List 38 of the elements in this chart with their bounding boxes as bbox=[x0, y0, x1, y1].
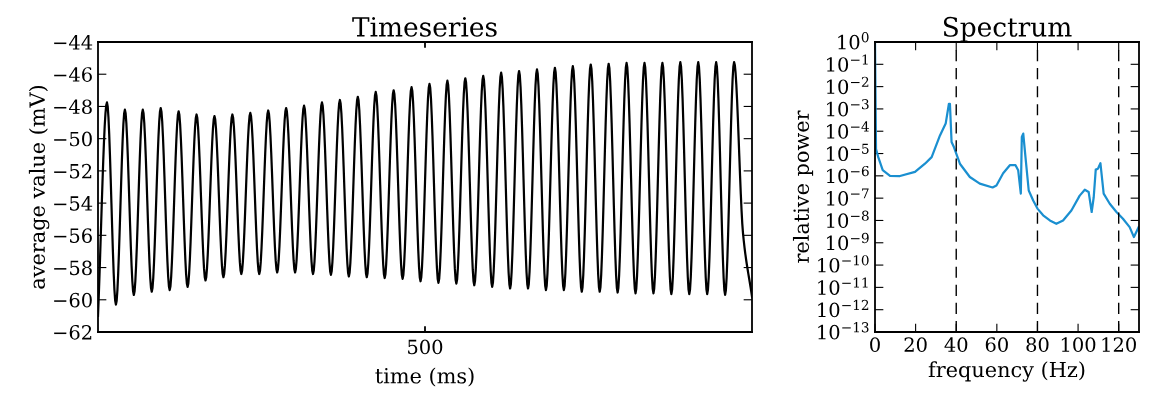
y-tick-label: 10$^{−3}$ bbox=[827, 99, 869, 117]
text: 500 bbox=[408, 339, 443, 355]
y-tick-label: 10$^{0}$ bbox=[838, 32, 869, 50]
y-axis-title: average value (mV) bbox=[28, 85, 50, 289]
chart-title: Timeseries bbox=[352, 17, 497, 37]
x-tick-label: 20 bbox=[904, 337, 927, 352]
y-tick-label: −58 bbox=[54, 260, 92, 276]
y-tick-label: 10$^{−2}$ bbox=[827, 76, 869, 95]
y-tick-label: 10$^{−10}$ bbox=[818, 255, 869, 273]
y-tick-label: −48 bbox=[54, 99, 92, 115]
y-tick-label: 10$^{−1}$ bbox=[827, 54, 868, 72]
x-tick-label: 120 bbox=[1102, 337, 1136, 352]
y-tick-label: −50 bbox=[54, 131, 92, 147]
y-tick-label: 10$^{−11}$ bbox=[818, 277, 868, 295]
y-tick-label: −60 bbox=[54, 292, 92, 308]
y-tick-label: 10$^{−6}$ bbox=[827, 165, 869, 184]
x-tick-label: 60 bbox=[985, 337, 1008, 352]
y-tick-label: −56 bbox=[54, 228, 92, 243]
y-tick-label: 10$^{−12}$ bbox=[818, 299, 869, 318]
y-tick-label: −52 bbox=[54, 163, 92, 179]
y-tick-label: 10$^{−9}$ bbox=[827, 232, 869, 251]
y-tick-label: 10$^{−8}$ bbox=[827, 210, 869, 228]
x-axis-title: time (ms) bbox=[375, 367, 474, 387]
x-tick-label: 100 bbox=[1061, 337, 1096, 352]
x-tick-label: 80 bbox=[1026, 337, 1049, 352]
x-tick-label: 0 bbox=[870, 337, 880, 352]
y-tick-label: −46 bbox=[54, 67, 92, 82]
y-tick-label: −62 bbox=[54, 324, 92, 340]
y-axis-title: relative power bbox=[792, 110, 814, 263]
chart-title: Spectrum bbox=[943, 16, 1072, 42]
y-tick-label: 10$^{−4}$ bbox=[827, 121, 869, 139]
x-axis-title: frequency (Hz) bbox=[928, 361, 1085, 382]
y-tick-label: 10$^{−5}$ bbox=[827, 143, 869, 162]
y-tick-label: 10$^{−7}$ bbox=[827, 188, 869, 206]
y-tick-label: 10$^{−13}$ bbox=[818, 322, 869, 340]
y-tick-label: −54 bbox=[54, 196, 93, 211]
x-tick-label: 40 bbox=[944, 337, 968, 352]
y-tick-label: −44 bbox=[54, 34, 93, 50]
